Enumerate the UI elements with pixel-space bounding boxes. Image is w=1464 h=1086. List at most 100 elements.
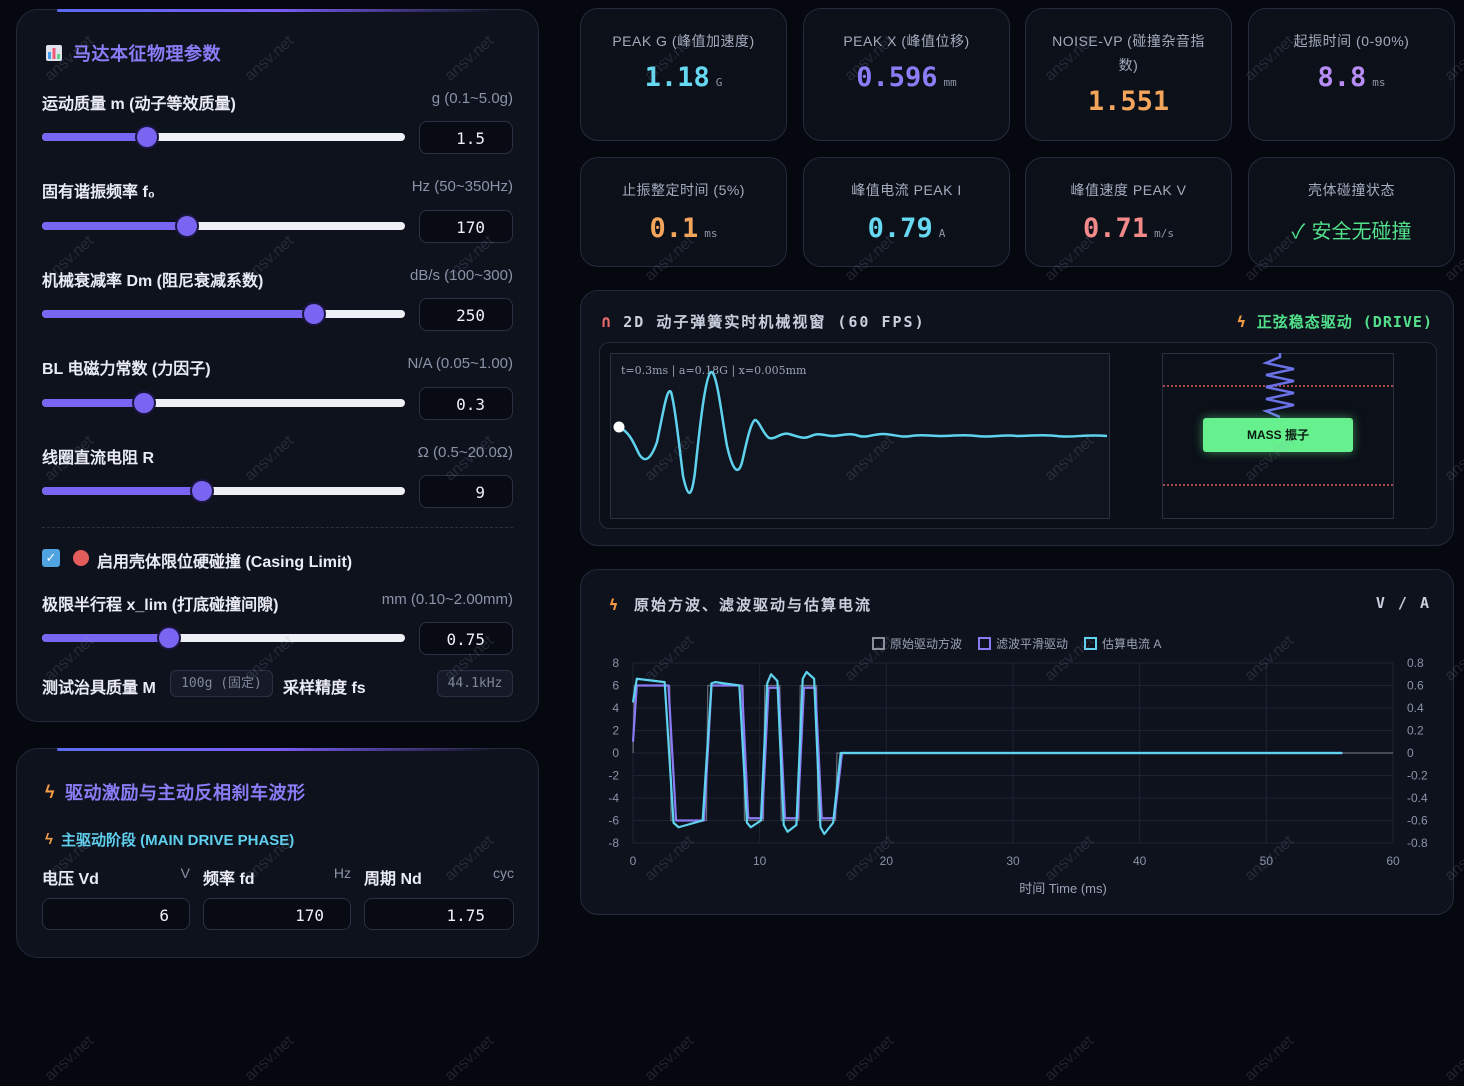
- legend-label: 估算电流 A: [1102, 636, 1161, 651]
- cycles-input[interactable]: 1.75: [364, 898, 514, 930]
- stat-label: 起振时间 (0-90%): [1293, 33, 1410, 49]
- stat-card-peak-v: 峰值速度 PEAK V 0.71 m/s: [1025, 157, 1232, 267]
- mass-block: MASS 振子: [1203, 418, 1353, 452]
- drive-mode-badge: ϟ 正弦稳态驱动 (DRIVE): [1237, 311, 1433, 332]
- divider: [42, 527, 513, 528]
- damping-label: 机械衰减率 Dm (阻尼衰减系数): [42, 273, 264, 290]
- scope-readout: t=0.3ms | a=0.18G | x=0.005mm: [621, 364, 807, 377]
- mechanical-viewer-panel: ∩ 2D 动子弹簧实时机械视窗 (60 FPS) ϟ 正弦稳态驱动 (DRIVE…: [580, 290, 1454, 546]
- stat-unit: mm: [943, 76, 957, 89]
- x-tick-label: 60: [1386, 854, 1400, 868]
- stat-card-noise-vp: NOISE-VP (碰撞杂音指数) 1.551: [1025, 8, 1232, 141]
- freq-label: 固有谐振频率 f₀: [42, 184, 155, 201]
- y2-tick-label: -0.6: [1407, 814, 1428, 828]
- stat-number: 1.18: [644, 62, 710, 93]
- fixture-label: 测试治具质量 M: [42, 680, 156, 697]
- stat-number: 0.1: [649, 213, 699, 244]
- stat-card-peak-x: PEAK X (峰值位移) 0.596 mm: [803, 8, 1010, 141]
- y-tick-label: -6: [608, 814, 619, 828]
- stat-unit: A: [938, 227, 946, 240]
- resistance-input[interactable]: 9: [419, 475, 513, 508]
- voltage-header: 电压 Vd V: [42, 865, 190, 889]
- bl-slider[interactable]: [42, 393, 405, 413]
- watermark-text: ansv.net: [1441, 1032, 1464, 1085]
- watermark-text: ansv.net: [41, 1032, 98, 1085]
- params-title-text: 马达本征物理参数: [73, 44, 221, 64]
- y-tick-label: 8: [612, 656, 619, 670]
- xlim-slider[interactable]: [42, 628, 405, 648]
- voltage-label: 电压 Vd: [42, 871, 99, 888]
- series-line: [631, 670, 1343, 836]
- stat-unit: ms: [1372, 76, 1386, 89]
- xlim-label: 极限半行程 x_lim (打底碰撞间隙): [42, 597, 279, 614]
- freq-slider[interactable]: [42, 216, 405, 236]
- frequency-label: 频率 fd: [203, 871, 255, 888]
- slider-thumb[interactable]: [177, 216, 198, 236]
- slider-thumb[interactable]: [137, 127, 158, 147]
- lower-limit-line: [1163, 484, 1393, 486]
- drive-title: ϟ 驱动激励与主动反相刹车波形: [45, 779, 306, 805]
- slider-thumb[interactable]: [159, 628, 180, 648]
- oscilloscope: t=0.3ms | a=0.18G | x=0.005mm: [610, 353, 1110, 519]
- y-tick-label: -2: [608, 769, 619, 783]
- lightning-icon: ϟ: [45, 831, 53, 848]
- stat-value: 0.596 mm: [804, 62, 1009, 93]
- cycles-label: 周期 Nd: [364, 871, 422, 888]
- scope-trace: [618, 370, 1108, 494]
- fixture-value: 100g (固定): [170, 670, 273, 697]
- x-tick-label: 20: [880, 854, 894, 868]
- y-tick-label: -4: [608, 791, 619, 805]
- slider-thumb[interactable]: [304, 304, 325, 324]
- cycles-unit: cyc: [493, 865, 514, 881]
- stat-value: 0.71 m/s: [1026, 213, 1231, 244]
- frequency-input[interactable]: 170: [203, 898, 351, 930]
- y2-tick-label: 0.4: [1407, 701, 1424, 715]
- stat-card-peak-g: PEAK G (峰值加速度) 1.18 G: [580, 8, 787, 141]
- lightning-icon: ϟ: [609, 595, 621, 614]
- stat-unit: ms: [704, 227, 718, 240]
- damping-unit: dB/s (100~300): [410, 267, 513, 284]
- x-tick-label: 30: [1006, 854, 1020, 868]
- mass-input[interactable]: 1.5: [419, 121, 513, 154]
- stat-unit: G: [715, 76, 723, 89]
- x-axis-label: 时间 Time (ms): [1019, 881, 1107, 896]
- stat-label: 壳体碰撞状态: [1308, 182, 1395, 198]
- stat-number: 0.71: [1083, 213, 1149, 244]
- resistance-slider[interactable]: [42, 481, 405, 501]
- xlim-input[interactable]: 0.75: [419, 622, 513, 655]
- y2-tick-label: 0.8: [1407, 656, 1424, 670]
- slider-thumb[interactable]: [191, 481, 212, 501]
- stat-label: 止振整定时间 (5%): [622, 182, 745, 198]
- bl-unit: N/A (0.05~1.00): [407, 355, 513, 372]
- stat-label: PEAK G (峰值加速度): [612, 33, 755, 49]
- legend-swatch: [978, 637, 991, 650]
- freq-input[interactable]: 170: [419, 210, 513, 243]
- scope-waveform: [613, 370, 1108, 494]
- stat-card-settle-time: 止振整定时间 (5%) 0.1 ms: [580, 157, 787, 267]
- legend-swatch: [1084, 637, 1097, 650]
- damping-slider[interactable]: [42, 304, 405, 324]
- mass-unit: g (0.1~5.0g): [431, 90, 513, 107]
- series-line: [632, 684, 1393, 822]
- bl-input[interactable]: 0.3: [419, 387, 513, 420]
- stat-value: 1.551: [1026, 86, 1231, 117]
- voltage-input[interactable]: 6: [42, 898, 190, 930]
- drive-mode-text: 正弦稳态驱动 (DRIVE): [1256, 313, 1433, 331]
- stat-card-peak-i: 峰值电流 PEAK I 0.79 A: [803, 157, 1010, 267]
- mass-slider[interactable]: [42, 127, 405, 147]
- casing-limit-checkbox[interactable]: ✓: [42, 549, 60, 567]
- motor-params-title: 马达本征物理参数: [45, 40, 221, 66]
- y-tick-label: 0: [612, 746, 619, 760]
- x-tick-label: 40: [1133, 854, 1147, 868]
- watermark-text: ansv.net: [1241, 1032, 1298, 1085]
- slider-thumb[interactable]: [133, 393, 154, 413]
- motor-params-panel: 马达本征物理参数 运动质量 m (动子等效质量) g (0.1~5.0g) 1.…: [16, 9, 539, 722]
- damping-input[interactable]: 250: [419, 298, 513, 331]
- stat-label: 峰值电流 PEAK I: [851, 182, 962, 198]
- stat-value: ✓ 安全无碰撞: [1249, 215, 1454, 244]
- bl-label: BL 电磁力常数 (力因子): [42, 361, 211, 378]
- magnet-icon: ∩: [601, 311, 614, 332]
- y-tick-label: 2: [612, 724, 619, 738]
- viewer-title-text: 2D 动子弹簧实时机械视窗 (60 FPS): [623, 313, 926, 331]
- viewer-title: ∩ 2D 动子弹簧实时机械视窗 (60 FPS): [601, 311, 926, 332]
